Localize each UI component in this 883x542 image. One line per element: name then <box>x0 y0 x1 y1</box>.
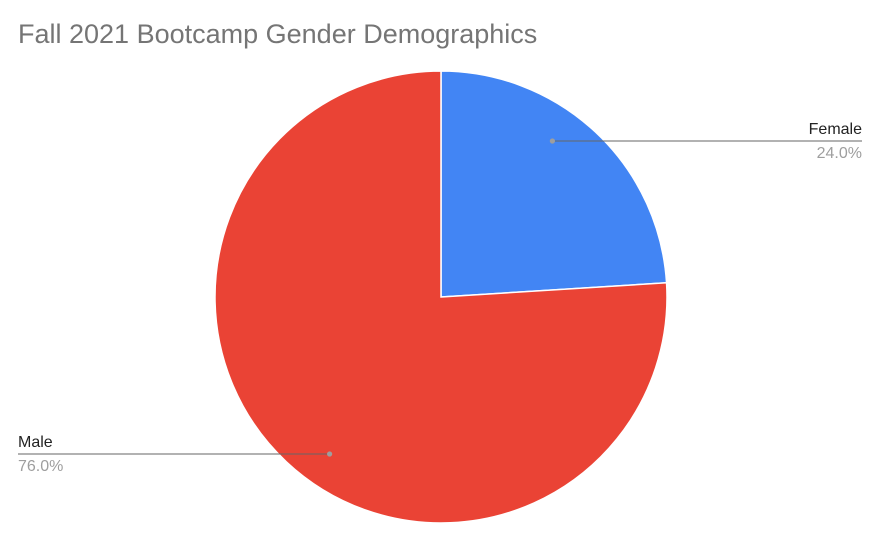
slice-value-female: 24.0% <box>817 145 862 162</box>
callout-dot-male <box>327 451 333 457</box>
slice-label-male: Male <box>18 434 53 451</box>
slice-value-male: 76.0% <box>18 458 63 475</box>
callout-dot-female <box>549 138 555 144</box>
pie-slice-female <box>440 70 668 298</box>
slice-label-female: Female <box>809 121 862 138</box>
chart-title: Fall 2021 Bootcamp Gender Demographics <box>18 19 538 49</box>
pie-slice-male <box>214 70 668 524</box>
